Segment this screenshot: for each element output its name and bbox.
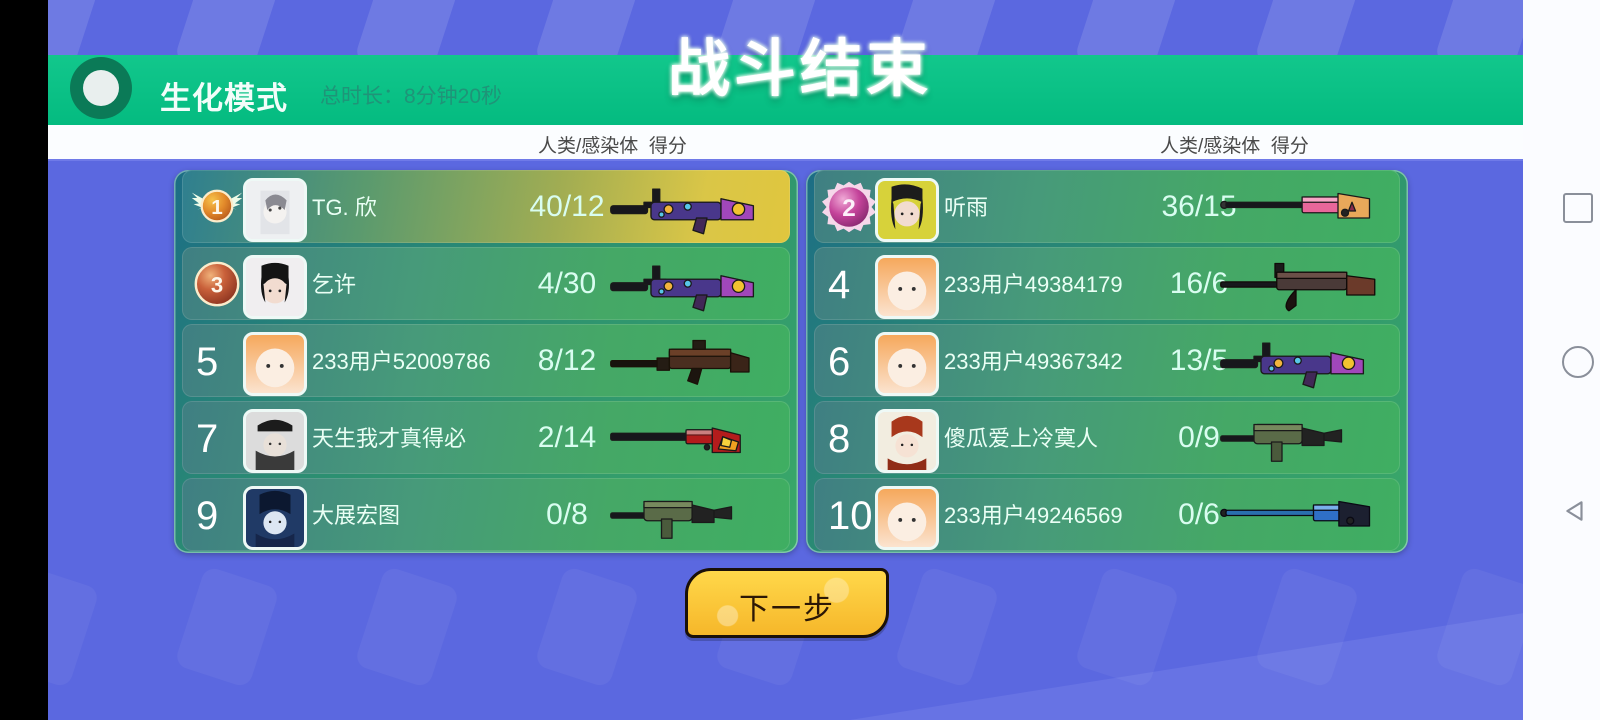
svg-text:1: 1 (211, 196, 223, 219)
svg-text:3: 3 (211, 273, 223, 298)
svg-text:2: 2 (842, 195, 856, 222)
